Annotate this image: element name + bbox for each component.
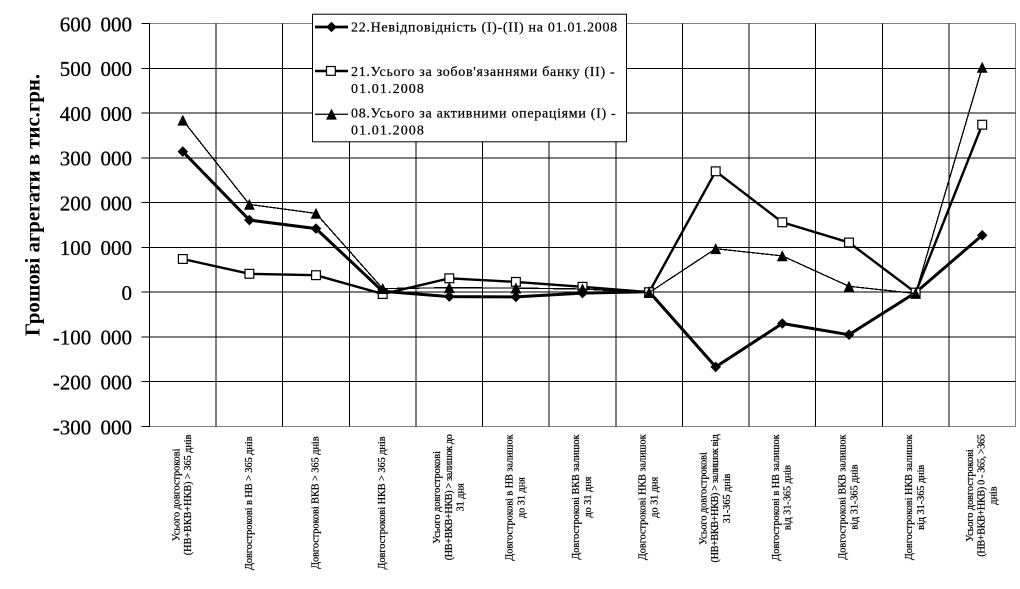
svg-text:08.Усього за активними операці: 08.Усього за активними операціями (І) - xyxy=(351,107,616,122)
svg-text:Довгострокові ВКВ залишок: Довгострокові ВКВ залишок xyxy=(838,434,849,559)
svg-text:до 31 дня: до 31 дня xyxy=(516,477,527,518)
svg-text:21.Усього за зобов'язаннями ба: 21.Усього за зобов'язаннями банку (ІІ) - xyxy=(351,65,615,80)
svg-text:Усього довгострокові: Усього довгострокові xyxy=(432,451,443,544)
svg-text:до 31 дня: до 31 дня xyxy=(650,477,661,518)
svg-text:Грошові агрегати в тис.грн.: Грошові агрегати в тис.грн. xyxy=(22,74,45,336)
svg-text:Довгострокові НКВ залишок: Довгострокові НКВ залишок xyxy=(904,434,915,560)
svg-text:-300 000: -300 000 xyxy=(53,415,132,439)
svg-text:днів: днів xyxy=(989,486,1000,504)
svg-text:(НВ+ВКВ+НКВ) 0 - 365, >365: (НВ+ВКВ+НКВ) 0 - 365, >365 xyxy=(977,434,988,556)
svg-text:від 31-365 днів: від 31-365 днів xyxy=(783,465,794,530)
svg-text:0: 0 xyxy=(122,281,133,305)
svg-text:до 31 дня: до 31 дня xyxy=(583,476,594,517)
svg-text:01.01.2008: 01.01.2008 xyxy=(351,82,425,97)
svg-text:(НВ+ВКВ+НКВ) > залишок від: (НВ+ВКВ+НКВ) > залишок від xyxy=(710,434,721,562)
svg-text:-200 000: -200 000 xyxy=(53,371,132,395)
svg-text:Довгострокові ВКВ > 365 днів: Довгострокові ВКВ > 365 днів xyxy=(311,436,322,569)
svg-text:22.Невідповідність (І)-(ІІ) на: 22.Невідповідність (І)-(ІІ) на 01.01.200… xyxy=(351,20,618,35)
svg-text:31-365 днів: 31-365 днів xyxy=(722,473,733,523)
svg-text:400 000: 400 000 xyxy=(60,102,132,126)
svg-text:600 000: 600 000 xyxy=(60,12,132,36)
svg-text:Довгострокові ВКВ залишок: Довгострокові ВКВ залишок xyxy=(571,434,582,559)
svg-text:Довгострокові в НВ > 365 днів: Довгострокові в НВ > 365 днів xyxy=(244,436,255,570)
svg-text:01.01.2008: 01.01.2008 xyxy=(351,123,425,138)
svg-text:від 31-365 днів: від 31-365 днів xyxy=(916,465,927,530)
svg-text:500 000: 500 000 xyxy=(60,57,132,81)
svg-text:Усього довгострокові: Усього довгострокові xyxy=(698,452,709,545)
svg-text:Довгострокові в НВ залишок: Довгострокові в НВ залишок xyxy=(505,434,516,560)
svg-text:Довгострокові в НВ залишок: Довгострокові в НВ залишок xyxy=(771,434,782,560)
svg-text:Усього довгострокові: Усього довгострокові xyxy=(171,448,182,541)
svg-text:-100 000: -100 000 xyxy=(53,326,132,350)
svg-text:200 000: 200 000 xyxy=(60,191,132,215)
svg-text:100 000: 100 000 xyxy=(60,236,132,260)
svg-text:31 дня: 31 дня xyxy=(456,483,467,511)
svg-text:(НВ+ВКВ+НКВ) > 365 днів: (НВ+ВКВ+НКВ) > 365 днів xyxy=(183,434,194,555)
svg-text:300 000: 300 000 xyxy=(60,147,132,171)
svg-text:Довгострокові НКВ залишок: Довгострокові НКВ залишок xyxy=(638,434,649,560)
svg-text:(НВ+ВКВ+НКВ) > залишок до: (НВ+ВКВ+НКВ) > залишок до xyxy=(444,434,455,560)
svg-text:від 31-365 днів: від 31-365 днів xyxy=(849,464,860,529)
svg-text:Довгострокові НКВ > 365 днів: Довгострокові НКВ > 365 днів xyxy=(377,436,388,569)
svg-text:Усього довгострокові: Усього довгострокові xyxy=(965,449,976,542)
